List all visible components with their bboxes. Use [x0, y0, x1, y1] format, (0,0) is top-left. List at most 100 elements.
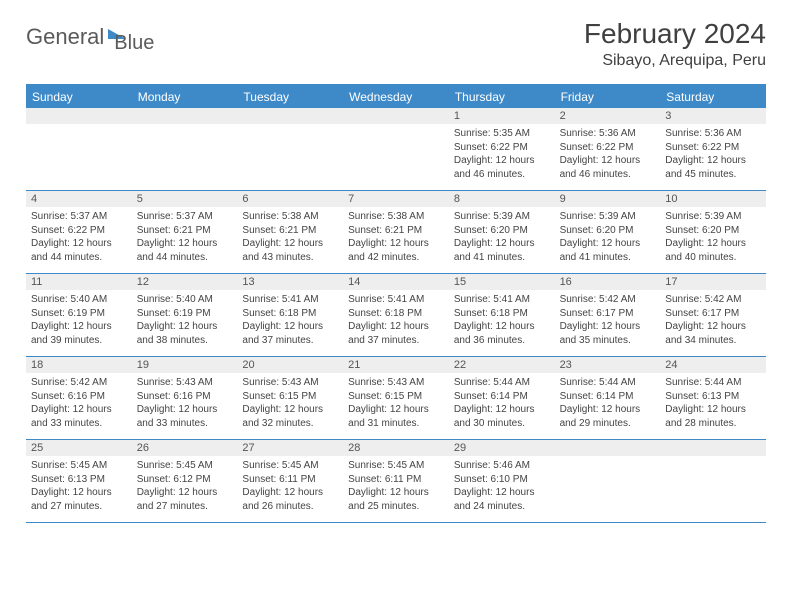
daylight-line: Daylight: 12 hours and 39 minutes. [31, 320, 127, 347]
day-cell: 4Sunrise: 5:37 AMSunset: 6:22 PMDaylight… [26, 191, 132, 273]
day-details: Sunrise: 5:35 AMSunset: 6:22 PMDaylight:… [449, 124, 555, 185]
day-number: 3 [660, 108, 766, 124]
day-number: 5 [132, 191, 238, 207]
sunrise-line: Sunrise: 5:39 AM [560, 210, 656, 224]
day-cell [660, 440, 766, 522]
day-number: 6 [237, 191, 343, 207]
day-details: Sunrise: 5:41 AMSunset: 6:18 PMDaylight:… [343, 290, 449, 351]
day-cell: 26Sunrise: 5:45 AMSunset: 6:12 PMDayligh… [132, 440, 238, 522]
day-number: 25 [26, 440, 132, 456]
daylight-line: Daylight: 12 hours and 25 minutes. [348, 486, 444, 513]
day-cell: 3Sunrise: 5:36 AMSunset: 6:22 PMDaylight… [660, 108, 766, 190]
sunrise-line: Sunrise: 5:37 AM [31, 210, 127, 224]
day-number: 12 [132, 274, 238, 290]
daylight-line: Daylight: 12 hours and 30 minutes. [454, 403, 550, 430]
day-cell: 11Sunrise: 5:40 AMSunset: 6:19 PMDayligh… [26, 274, 132, 356]
day-cell: 8Sunrise: 5:39 AMSunset: 6:20 PMDaylight… [449, 191, 555, 273]
day-cell [555, 440, 661, 522]
day-cell: 29Sunrise: 5:46 AMSunset: 6:10 PMDayligh… [449, 440, 555, 522]
sunrise-line: Sunrise: 5:44 AM [560, 376, 656, 390]
day-details: Sunrise: 5:44 AMSunset: 6:14 PMDaylight:… [555, 373, 661, 434]
dow-thursday: Thursday [449, 86, 555, 108]
sunrise-line: Sunrise: 5:44 AM [665, 376, 761, 390]
sunset-line: Sunset: 6:14 PM [454, 390, 550, 404]
daylight-line: Daylight: 12 hours and 46 minutes. [454, 154, 550, 181]
day-cell: 7Sunrise: 5:38 AMSunset: 6:21 PMDaylight… [343, 191, 449, 273]
sunrise-line: Sunrise: 5:35 AM [454, 127, 550, 141]
day-number: 28 [343, 440, 449, 456]
sunrise-line: Sunrise: 5:43 AM [242, 376, 338, 390]
sunset-line: Sunset: 6:20 PM [665, 224, 761, 238]
day-number: 9 [555, 191, 661, 207]
day-cell [132, 108, 238, 190]
day-cell: 10Sunrise: 5:39 AMSunset: 6:20 PMDayligh… [660, 191, 766, 273]
day-details: Sunrise: 5:37 AMSunset: 6:22 PMDaylight:… [26, 207, 132, 268]
day-cell: 20Sunrise: 5:43 AMSunset: 6:15 PMDayligh… [237, 357, 343, 439]
day-number [237, 108, 343, 124]
day-details: Sunrise: 5:45 AMSunset: 6:13 PMDaylight:… [26, 456, 132, 517]
brand-logo: General Blue [26, 18, 154, 55]
day-cell: 6Sunrise: 5:38 AMSunset: 6:21 PMDaylight… [237, 191, 343, 273]
daylight-line: Daylight: 12 hours and 44 minutes. [31, 237, 127, 264]
day-cell: 17Sunrise: 5:42 AMSunset: 6:17 PMDayligh… [660, 274, 766, 356]
sunrise-line: Sunrise: 5:37 AM [137, 210, 233, 224]
sunset-line: Sunset: 6:18 PM [348, 307, 444, 321]
day-number: 2 [555, 108, 661, 124]
day-number: 14 [343, 274, 449, 290]
day-cell: 9Sunrise: 5:39 AMSunset: 6:20 PMDaylight… [555, 191, 661, 273]
day-number: 29 [449, 440, 555, 456]
week-row: 4Sunrise: 5:37 AMSunset: 6:22 PMDaylight… [26, 191, 766, 274]
sunrise-line: Sunrise: 5:39 AM [454, 210, 550, 224]
day-details: Sunrise: 5:36 AMSunset: 6:22 PMDaylight:… [555, 124, 661, 185]
sunset-line: Sunset: 6:21 PM [348, 224, 444, 238]
day-number: 27 [237, 440, 343, 456]
brand-word2: Blue [114, 32, 154, 55]
sunrise-line: Sunrise: 5:45 AM [242, 459, 338, 473]
week-row: 1Sunrise: 5:35 AMSunset: 6:22 PMDaylight… [26, 108, 766, 191]
day-details: Sunrise: 5:42 AMSunset: 6:16 PMDaylight:… [26, 373, 132, 434]
day-details: Sunrise: 5:44 AMSunset: 6:13 PMDaylight:… [660, 373, 766, 434]
sunrise-line: Sunrise: 5:42 AM [31, 376, 127, 390]
daylight-line: Daylight: 12 hours and 42 minutes. [348, 237, 444, 264]
sunset-line: Sunset: 6:20 PM [454, 224, 550, 238]
day-number: 26 [132, 440, 238, 456]
daylight-line: Daylight: 12 hours and 35 minutes. [560, 320, 656, 347]
daylight-line: Daylight: 12 hours and 37 minutes. [348, 320, 444, 347]
sunrise-line: Sunrise: 5:39 AM [665, 210, 761, 224]
sunset-line: Sunset: 6:13 PM [31, 473, 127, 487]
dow-monday: Monday [132, 86, 238, 108]
sunrise-line: Sunrise: 5:41 AM [242, 293, 338, 307]
day-number [26, 108, 132, 124]
day-number: 19 [132, 357, 238, 373]
sunset-line: Sunset: 6:17 PM [560, 307, 656, 321]
daylight-line: Daylight: 12 hours and 24 minutes. [454, 486, 550, 513]
sunrise-line: Sunrise: 5:45 AM [348, 459, 444, 473]
sunrise-line: Sunrise: 5:41 AM [454, 293, 550, 307]
dow-friday: Friday [555, 86, 661, 108]
day-details: Sunrise: 5:45 AMSunset: 6:12 PMDaylight:… [132, 456, 238, 517]
sunset-line: Sunset: 6:18 PM [454, 307, 550, 321]
day-cell: 14Sunrise: 5:41 AMSunset: 6:18 PMDayligh… [343, 274, 449, 356]
day-cell: 5Sunrise: 5:37 AMSunset: 6:21 PMDaylight… [132, 191, 238, 273]
day-details: Sunrise: 5:42 AMSunset: 6:17 PMDaylight:… [555, 290, 661, 351]
daylight-line: Daylight: 12 hours and 27 minutes. [31, 486, 127, 513]
daylight-line: Daylight: 12 hours and 46 minutes. [560, 154, 656, 181]
sunset-line: Sunset: 6:12 PM [137, 473, 233, 487]
sunset-line: Sunset: 6:11 PM [242, 473, 338, 487]
sunset-line: Sunset: 6:18 PM [242, 307, 338, 321]
daylight-line: Daylight: 12 hours and 33 minutes. [31, 403, 127, 430]
sunset-line: Sunset: 6:11 PM [348, 473, 444, 487]
daylight-line: Daylight: 12 hours and 29 minutes. [560, 403, 656, 430]
day-cell: 23Sunrise: 5:44 AMSunset: 6:14 PMDayligh… [555, 357, 661, 439]
daylight-line: Daylight: 12 hours and 28 minutes. [665, 403, 761, 430]
page-title: February 2024 [584, 18, 766, 50]
daylight-line: Daylight: 12 hours and 43 minutes. [242, 237, 338, 264]
day-cell: 25Sunrise: 5:45 AMSunset: 6:13 PMDayligh… [26, 440, 132, 522]
day-number [132, 108, 238, 124]
day-number: 21 [343, 357, 449, 373]
dow-saturday: Saturday [660, 86, 766, 108]
daylight-line: Daylight: 12 hours and 36 minutes. [454, 320, 550, 347]
day-number [555, 440, 661, 456]
day-number [660, 440, 766, 456]
sunset-line: Sunset: 6:15 PM [348, 390, 444, 404]
